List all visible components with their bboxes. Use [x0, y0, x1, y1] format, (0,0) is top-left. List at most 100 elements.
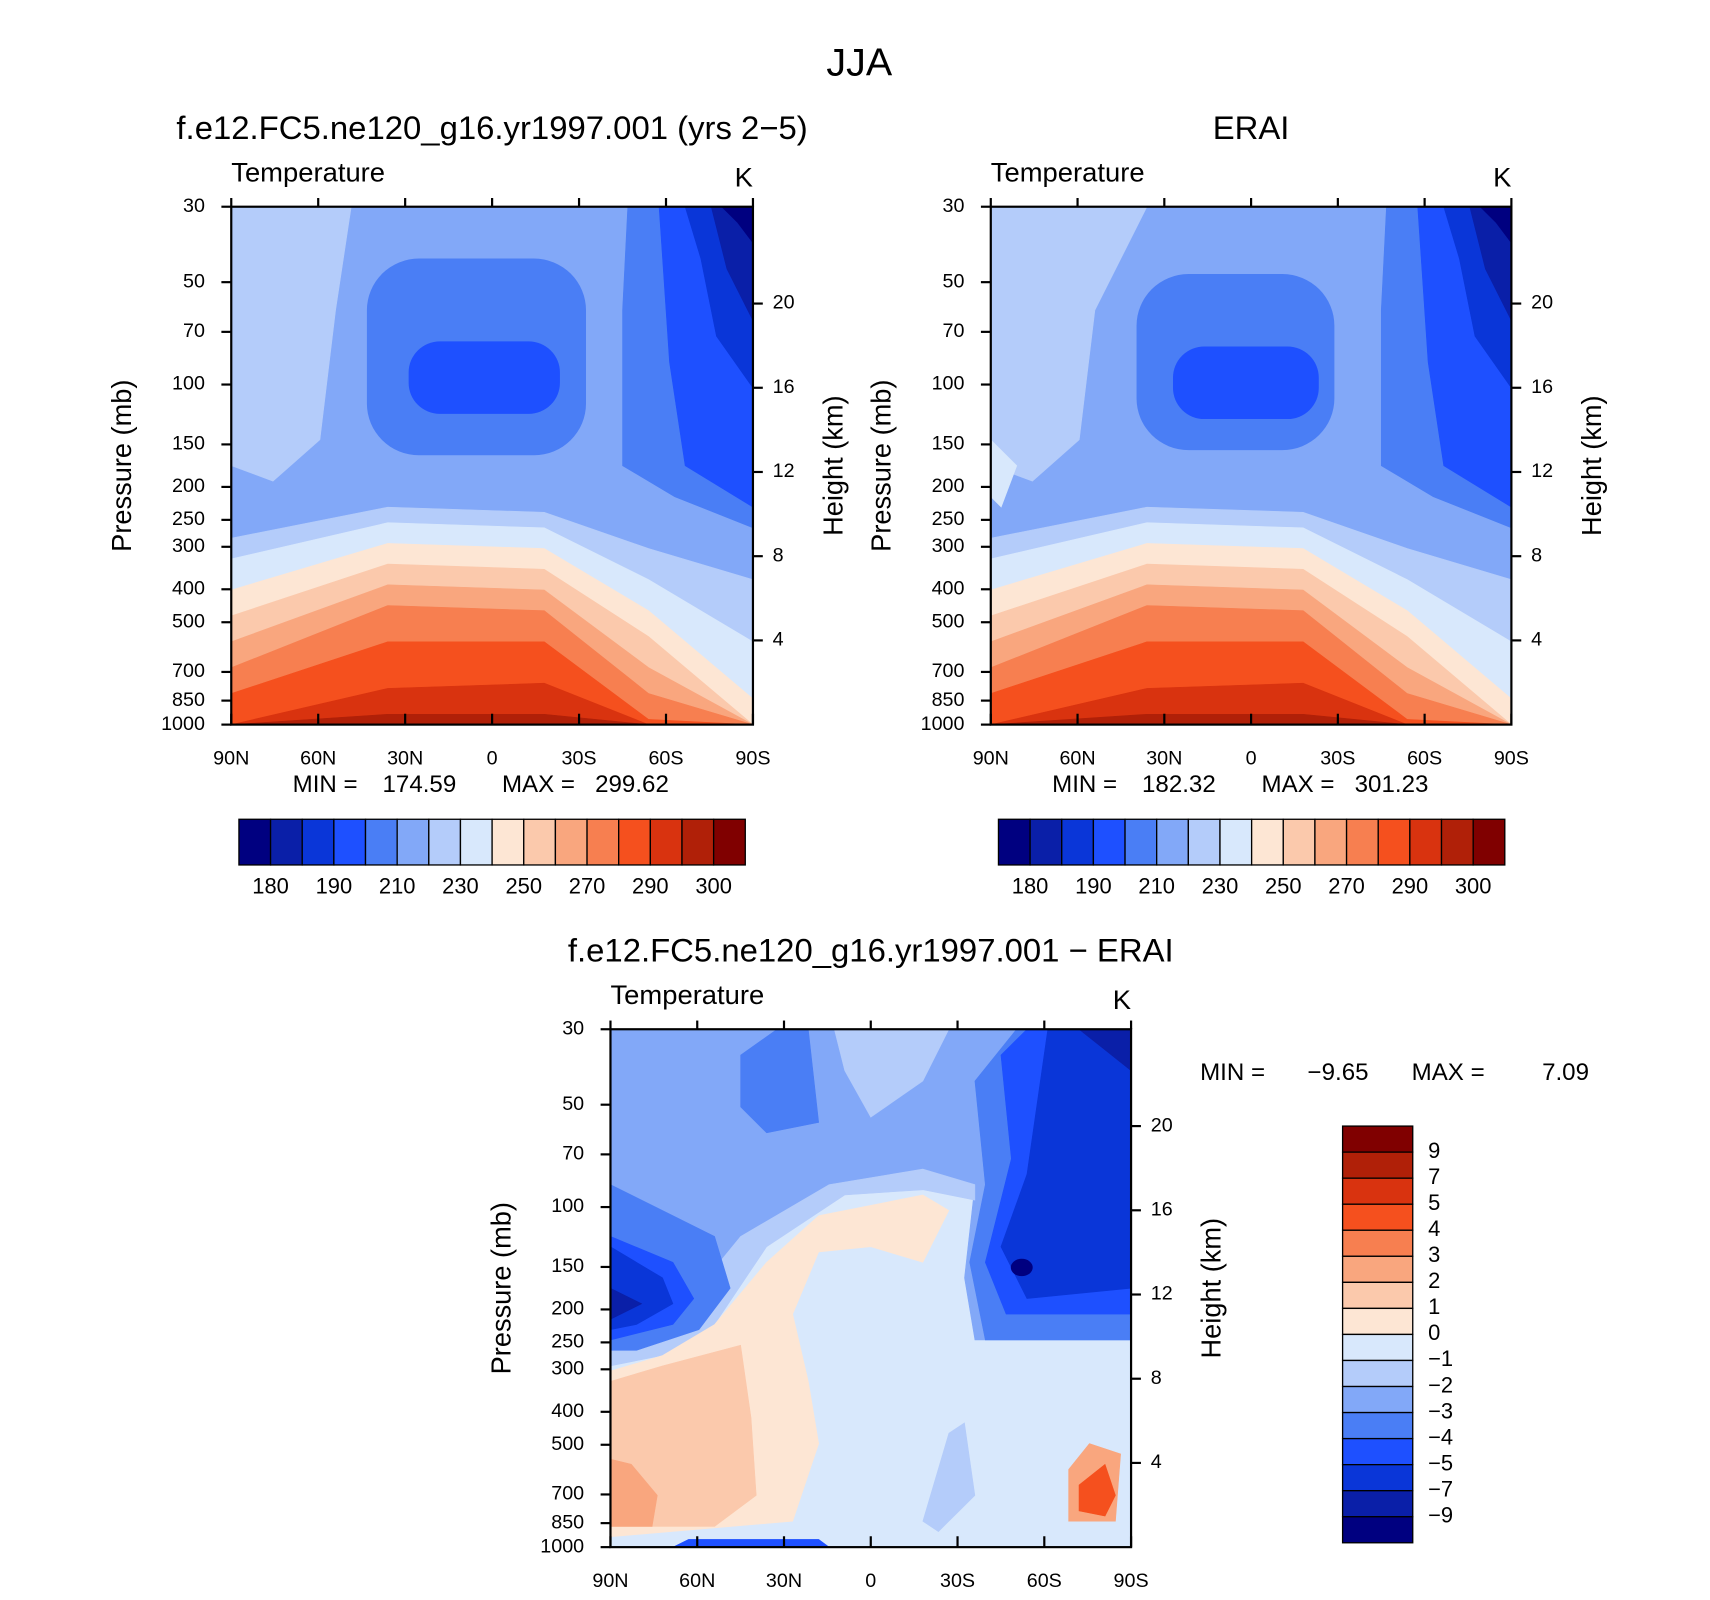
y-tick-label: 100 [172, 373, 205, 395]
colorbar-box [618, 818, 651, 866]
stat-label: MIN = [1052, 771, 1117, 798]
y-tick-label: 500 [932, 610, 965, 632]
y2-axis-label: Height (km) [817, 395, 848, 536]
y2-tick-label: 8 [1151, 1367, 1162, 1389]
y-tick-label: 30 [943, 195, 965, 217]
y2-axis-label: Height (km) [1576, 395, 1607, 536]
x-tick-label: 90N [592, 1570, 628, 1592]
x-tick-label: 90S [1494, 748, 1529, 770]
y-tick-label: 850 [172, 689, 205, 711]
colorbar-box [1219, 818, 1253, 866]
colorbar-label: 180 [252, 874, 289, 899]
colorbar-box [1472, 818, 1506, 866]
colorbar-label: −2 [1428, 1372, 1453, 1397]
y-tick-label: 200 [932, 475, 965, 497]
colorbar-label: 190 [316, 874, 353, 899]
y-tick-label: 400 [932, 578, 965, 600]
y-tick-label: 200 [172, 475, 205, 497]
x-tick-label: 60N [1059, 748, 1095, 770]
colorbar-box [681, 818, 715, 866]
y-tick-label: 500 [172, 610, 205, 632]
colorbar-label: 230 [442, 874, 479, 899]
colorbar-box [301, 818, 335, 866]
y-tick-label: 250 [551, 1331, 584, 1353]
colorbar-box [1341, 1516, 1414, 1544]
panel-subtitle: Temperature [991, 156, 1145, 187]
colorbar-label: 270 [569, 874, 606, 899]
stat-value: 301.23 [1355, 771, 1429, 798]
y-tick-label: 250 [932, 508, 965, 530]
y-tick-label: 150 [172, 433, 205, 455]
panel-title: f.e12.FC5.ne120_g16.yr1997.001 (yrs 2−5) [176, 109, 807, 146]
colorbar-label: 300 [695, 874, 732, 899]
colorbar-box [1282, 818, 1316, 866]
colorbar-box [1250, 818, 1284, 866]
colorbar-box [1092, 818, 1126, 866]
colorbar-label: 230 [1202, 874, 1239, 899]
y2-tick-label: 4 [1151, 1451, 1162, 1473]
stat-label: MIN = [1200, 1059, 1265, 1086]
x-tick-label: 30S [562, 748, 597, 770]
units-label: K [735, 162, 753, 193]
colorbar-box [1341, 1333, 1414, 1362]
stat-value: −9.65 [1308, 1059, 1369, 1086]
y-tick-label: 1000 [540, 1535, 584, 1557]
x-tick-label: 90N [213, 748, 249, 770]
y-tick-label: 150 [551, 1255, 584, 1277]
contour-band [1172, 346, 1319, 420]
y-tick-label: 300 [551, 1358, 584, 1380]
colorbar-label: 180 [1012, 874, 1049, 899]
y-tick-label: 70 [183, 320, 205, 342]
stat-value: 299.62 [595, 771, 669, 798]
y-tick-label: 30 [183, 195, 205, 217]
colorbar-label: 2 [1428, 1268, 1440, 1293]
colorbar-label: −5 [1428, 1450, 1453, 1475]
colorbar-box [238, 818, 272, 866]
stat-value: 174.59 [383, 771, 457, 798]
x-tick-label: 30N [1146, 748, 1182, 770]
colorbar-label: −7 [1428, 1477, 1453, 1502]
colorbar-box [1341, 1437, 1414, 1466]
y-tick-label: 70 [943, 320, 965, 342]
x-tick-label: 30N [387, 748, 423, 770]
units-label: K [1493, 162, 1511, 193]
panel: f.e12.FC5.ne120_g16.yr1997.001 (yrs 2−5)… [106, 109, 848, 898]
colorbar-box [1345, 818, 1379, 866]
y2-tick-label: 16 [773, 376, 795, 398]
colorbar-box [1341, 1125, 1414, 1153]
y2-tick-label: 16 [1531, 376, 1553, 398]
colorbar-box [1341, 1411, 1414, 1440]
colorbar-label: 4 [1428, 1216, 1440, 1241]
y2-tick-label: 12 [1531, 460, 1553, 482]
x-tick-label: 60N [679, 1570, 715, 1592]
y2-axis-label: Height (km) [1195, 1218, 1226, 1359]
stat-label: MAX = [502, 771, 575, 798]
y-tick-label: 300 [172, 535, 205, 557]
y-axis-label: Pressure (mb) [485, 1202, 516, 1374]
panel-subtitle: Temperature [231, 156, 385, 187]
colorbar-box [1156, 818, 1189, 866]
x-tick-label: 0 [865, 1570, 876, 1592]
colorbar-box [269, 818, 303, 866]
colorbar-label: 300 [1455, 874, 1492, 899]
colorbar-box [523, 818, 557, 866]
y-tick-label: 500 [551, 1433, 584, 1455]
stat-value: 182.32 [1142, 771, 1216, 798]
contour-band [1078, 1463, 1116, 1517]
y-tick-label: 100 [932, 373, 965, 395]
y-tick-label: 200 [551, 1298, 584, 1320]
colorbar-label: −1 [1428, 1346, 1453, 1371]
y2-tick-label: 8 [773, 544, 784, 566]
colorbar-label: 3 [1428, 1242, 1440, 1267]
colorbar-box [459, 818, 493, 866]
colorbar-label: 290 [1392, 874, 1429, 899]
colorbar-box [1341, 1229, 1414, 1257]
y-tick-label: 300 [932, 535, 965, 557]
figure-body: JJA f.e12.FC5.ne120_g16.yr1997.001 (yrs … [106, 41, 1607, 1592]
figure-title: JJA [826, 41, 893, 85]
colorbar-box [1409, 818, 1443, 866]
y-tick-label: 250 [172, 508, 205, 530]
y-axis-label: Pressure (mb) [866, 380, 897, 552]
colorbar-box [1440, 818, 1474, 866]
